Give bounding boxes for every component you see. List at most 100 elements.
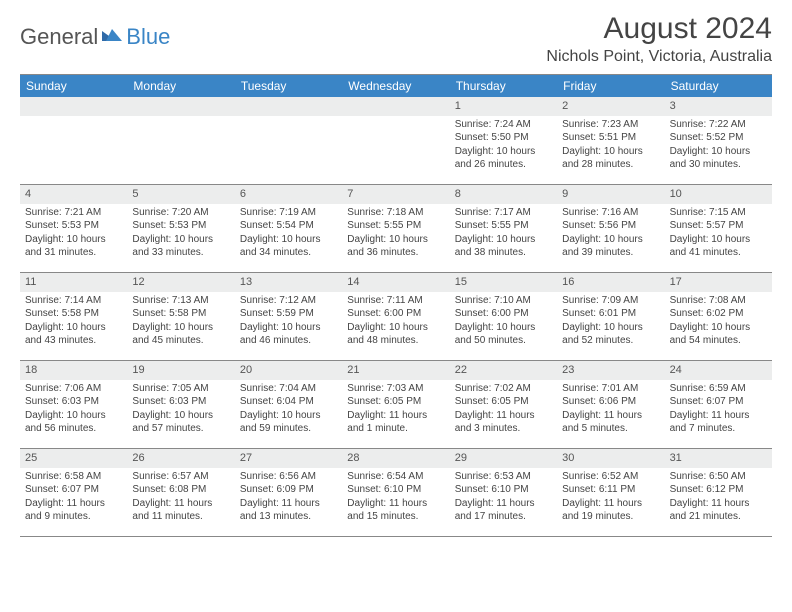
sunset-text: Sunset: 5:58 PM	[132, 307, 229, 321]
day-info: Sunrise: 7:24 AMSunset: 5:50 PMDaylight:…	[450, 118, 557, 176]
sunrise-text: Sunrise: 7:23 AM	[562, 118, 659, 132]
daylight-text: Daylight: 10 hours and 43 minutes.	[25, 321, 122, 348]
daylight-text: Daylight: 10 hours and 28 minutes.	[562, 145, 659, 172]
day-number: 7	[342, 185, 449, 204]
calendar-cell: 20 Sunrise: 7:04 AMSunset: 6:04 PMDayligh…	[235, 361, 342, 449]
calendar-cell: 31Sunrise: 6:50 AMSunset: 6:12 PMDayligh…	[665, 449, 772, 537]
sunrise-text: Sunrise: 7:17 AM	[455, 206, 552, 220]
daylight-text: Daylight: 10 hours and 41 minutes.	[670, 233, 767, 260]
sunrise-text: Sunrise: 6:53 AM	[455, 470, 552, 484]
calendar-cell: 26Sunrise: 6:57 AMSunset: 6:08 PMDayligh…	[127, 449, 234, 537]
day-info: Sunrise: 7:15 AMSunset: 5:57 PMDaylight:…	[665, 206, 772, 264]
sunrise-text: Sunrise: 6:57 AM	[132, 470, 229, 484]
logo-text-general: General	[20, 24, 98, 50]
day-number	[235, 97, 342, 116]
day-info: Sunrise: 7:02 AMSunset: 6:05 PMDaylight:…	[450, 382, 557, 440]
sunrise-text: Sunrise: 6:52 AM	[562, 470, 659, 484]
calendar-cell: 24Sunrise: 6:59 AMSunset: 6:07 PMDayligh…	[665, 361, 772, 449]
calendar-cell: 1 Sunrise: 7:24 AMSunset: 5:50 PMDaylight…	[450, 97, 557, 185]
sunset-text: Sunset: 5:51 PM	[562, 131, 659, 145]
calendar-cell: 30Sunrise: 6:52 AMSunset: 6:11 PMDayligh…	[557, 449, 664, 537]
day-info: Sunrise: 7:10 AMSunset: 6:00 PMDaylight:…	[450, 294, 557, 352]
sunrise-text: Sunrise: 7:19 AM	[240, 206, 337, 220]
sunrise-text: Sunrise: 7:15 AM	[670, 206, 767, 220]
weekday-header: Thursday	[450, 75, 557, 97]
calendar-grid: SundayMondayTuesdayWednesdayThursdayFrid…	[20, 74, 772, 537]
day-number: 20	[235, 361, 342, 380]
calendar-cell: 13Sunrise: 7:12 AMSunset: 5:59 PMDayligh…	[235, 273, 342, 361]
daylight-text: Daylight: 10 hours and 26 minutes.	[455, 145, 552, 172]
calendar-cell	[127, 97, 234, 185]
daylight-text: Daylight: 10 hours and 31 minutes.	[25, 233, 122, 260]
daylight-text: Daylight: 11 hours and 19 minutes.	[562, 497, 659, 524]
calendar-cell: 16Sunrise: 7:09 AMSunset: 6:01 PMDayligh…	[557, 273, 664, 361]
sunset-text: Sunset: 5:53 PM	[132, 219, 229, 233]
calendar-cell: 28 Sunrise: 6:54 AMSunset: 6:10 PMDayligh…	[342, 449, 449, 537]
calendar-cell	[235, 97, 342, 185]
daylight-text: Daylight: 10 hours and 36 minutes.	[347, 233, 444, 260]
daylight-text: Daylight: 10 hours and 59 minutes.	[240, 409, 337, 436]
day-number: 8	[450, 185, 557, 204]
sunrise-text: Sunrise: 6:58 AM	[25, 470, 122, 484]
weekday-header: Saturday	[665, 75, 772, 97]
daylight-text: Daylight: 10 hours and 56 minutes.	[25, 409, 122, 436]
sunset-text: Sunset: 6:06 PM	[562, 395, 659, 409]
day-number: 27	[235, 449, 342, 468]
day-number: 12	[127, 273, 234, 292]
day-number: 5	[127, 185, 234, 204]
sunset-text: Sunset: 5:53 PM	[25, 219, 122, 233]
calendar-cell: 17Sunrise: 7:08 AMSunset: 6:02 PMDayligh…	[665, 273, 772, 361]
calendar-cell: 14Sunrise: 7:11 AMSunset: 6:00 PMDayligh…	[342, 273, 449, 361]
calendar-cell: 5Sunrise: 7:20 AMSunset: 5:53 PMDaylight…	[127, 185, 234, 273]
weekday-header: Tuesday	[235, 75, 342, 97]
daylight-text: Daylight: 11 hours and 5 minutes.	[562, 409, 659, 436]
calendar-cell: 25Sunrise: 6:58 AMSunset: 6:07 PMDayligh…	[20, 449, 127, 537]
day-number: 22	[450, 361, 557, 380]
daylight-text: Daylight: 10 hours and 45 minutes.	[132, 321, 229, 348]
sunset-text: Sunset: 6:00 PM	[455, 307, 552, 321]
daylight-text: Daylight: 10 hours and 30 minutes.	[670, 145, 767, 172]
month-title: August 2024	[546, 12, 772, 46]
day-number: 28	[342, 449, 449, 468]
day-info: Sunrise: 7:05 AMSunset: 6:03 PMDaylight:…	[127, 382, 234, 440]
day-number: 13	[235, 273, 342, 292]
title-block: August 2024 Nichols Point, Victoria, Aus…	[546, 12, 772, 66]
day-number: 31	[665, 449, 772, 468]
daylight-text: Daylight: 11 hours and 9 minutes.	[25, 497, 122, 524]
day-info: Sunrise: 7:22 AMSunset: 5:52 PMDaylight:…	[665, 118, 772, 176]
sunset-text: Sunset: 5:58 PM	[25, 307, 122, 321]
sunrise-text: Sunrise: 7:18 AM	[347, 206, 444, 220]
day-info: Sunrise: 7:01 AMSunset: 6:06 PMDaylight:…	[557, 382, 664, 440]
sunset-text: Sunset: 6:07 PM	[670, 395, 767, 409]
sunset-text: Sunset: 5:50 PM	[455, 131, 552, 145]
day-info: Sunrise: 7:18 AMSunset: 5:55 PMDaylight:…	[342, 206, 449, 264]
calendar-cell: 29Sunrise: 6:53 AMSunset: 6:10 PMDayligh…	[450, 449, 557, 537]
day-number: 16	[557, 273, 664, 292]
sunset-text: Sunset: 6:05 PM	[455, 395, 552, 409]
calendar-cell: 22 Sunrise: 7:02 AMSunset: 6:05 PMDayligh…	[450, 361, 557, 449]
day-number: 23	[557, 361, 664, 380]
sunrise-text: Sunrise: 7:20 AM	[132, 206, 229, 220]
daylight-text: Daylight: 10 hours and 34 minutes.	[240, 233, 337, 260]
day-info: Sunrise: 6:54 AMSunset: 6:10 PMDaylight:…	[342, 470, 449, 528]
sunset-text: Sunset: 6:01 PM	[562, 307, 659, 321]
sunrise-text: Sunrise: 7:12 AM	[240, 294, 337, 308]
day-number: 1	[450, 97, 557, 116]
sunset-text: Sunset: 6:10 PM	[347, 483, 444, 497]
sunset-text: Sunset: 5:54 PM	[240, 219, 337, 233]
day-number: 19	[127, 361, 234, 380]
daylight-text: Daylight: 11 hours and 21 minutes.	[670, 497, 767, 524]
sunset-text: Sunset: 6:11 PM	[562, 483, 659, 497]
calendar-cell: 23 Sunrise: 7:01 AMSunset: 6:06 PMDayligh…	[557, 361, 664, 449]
day-number: 18	[20, 361, 127, 380]
day-number: 14	[342, 273, 449, 292]
sunrise-text: Sunrise: 7:14 AM	[25, 294, 122, 308]
sunset-text: Sunset: 6:02 PM	[670, 307, 767, 321]
calendar-cell: 8 Sunrise: 7:17 AMSunset: 5:55 PMDaylight…	[450, 185, 557, 273]
sunrise-text: Sunrise: 7:03 AM	[347, 382, 444, 396]
day-info: Sunrise: 7:04 AMSunset: 6:04 PMDaylight:…	[235, 382, 342, 440]
day-info: Sunrise: 7:17 AMSunset: 5:55 PMDaylight:…	[450, 206, 557, 264]
sunrise-text: Sunrise: 7:10 AM	[455, 294, 552, 308]
weekday-header: Wednesday	[342, 75, 449, 97]
sunrise-text: Sunrise: 7:05 AM	[132, 382, 229, 396]
